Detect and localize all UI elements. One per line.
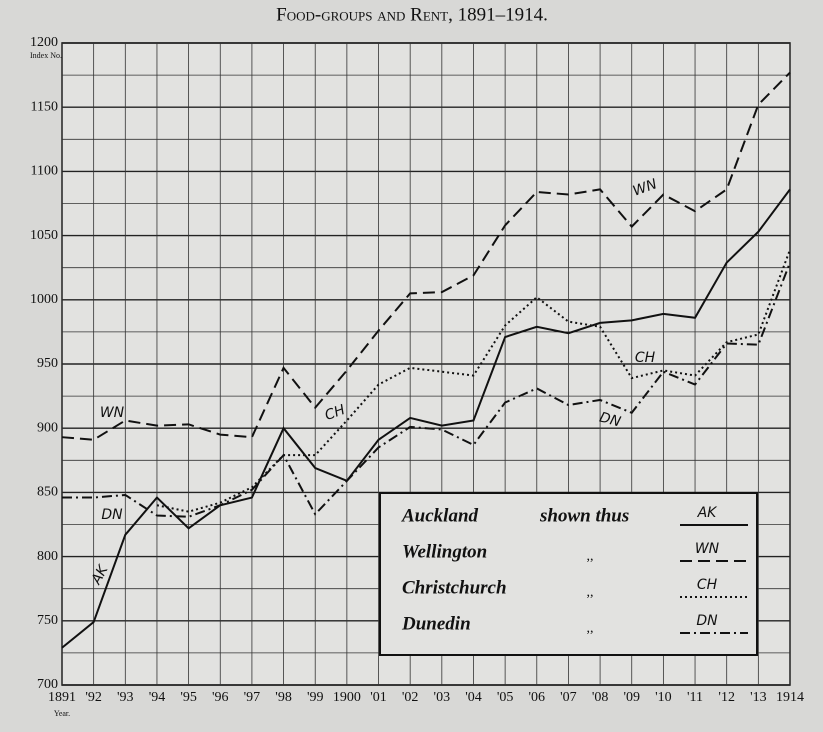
legend-label: Wellington [402, 541, 487, 562]
x-tick-label: '03 [434, 690, 451, 705]
series-line [62, 262, 791, 518]
y-tick-label: 1000 [30, 292, 58, 307]
x-tick-label: '93 [117, 690, 134, 705]
series-line [156, 249, 791, 513]
x-tick-label: '13 [750, 690, 767, 705]
x-tick-label: '95 [180, 690, 197, 705]
series-annotation: DN [598, 410, 623, 431]
legend-ditto: ,, [587, 621, 594, 636]
x-tick-label: '06 [529, 690, 546, 705]
y-tick-label: 950 [37, 356, 58, 371]
x-tick-label: '94 [149, 690, 166, 705]
legend-abbr: CH [697, 577, 718, 593]
x-tick-label: '12 [718, 690, 735, 705]
x-tick-label: '99 [307, 690, 324, 705]
x-tick-label: '98 [275, 690, 292, 705]
x-tick-label: '97 [244, 690, 261, 705]
x-tick-label: '02 [402, 690, 419, 705]
chart-title: Food-groups and Rent, 1891–1914. [276, 4, 548, 25]
x-tick-label: '07 [560, 690, 577, 705]
legend-abbr: WN [695, 541, 720, 557]
series-line [61, 71, 791, 441]
y-tick-label: 1200 [30, 35, 58, 50]
legend-box [379, 492, 758, 656]
x-tick-label: 1914 [776, 690, 804, 705]
y-tick-label: 1150 [31, 99, 58, 114]
legend-label: Dunedin [401, 613, 471, 634]
series-annotation: DN [101, 507, 123, 523]
legend-label: Christchurch [402, 577, 507, 598]
series-annotation: CH [323, 402, 348, 424]
y-tick-label: 750 [37, 613, 58, 628]
legend-abbr: AK [697, 505, 719, 521]
y-tick-label: 1100 [31, 164, 58, 179]
legend-label: Auckland [401, 505, 479, 526]
series-annotation: WN [100, 405, 125, 421]
y-tick-label: 900 [37, 420, 58, 435]
x-tick-label: '11 [687, 690, 703, 705]
series-annotation: CH [635, 350, 656, 366]
x-tick-label: '05 [497, 690, 514, 705]
y-tick-label: 800 [37, 549, 58, 564]
x-tick-label: 1891 [48, 690, 76, 705]
legend-ditto: ,, [587, 585, 594, 600]
legend-abbr: DN [696, 613, 718, 629]
x-tick-label: '10 [655, 690, 672, 705]
x-axis-label: Year. [54, 709, 70, 718]
y-axis-label: Index No. [30, 51, 62, 60]
x-tick-label: '09 [623, 690, 640, 705]
series-line [61, 188, 791, 649]
x-tick-label: 1900 [333, 690, 361, 705]
x-tick-label: '92 [85, 690, 102, 705]
x-tick-label: '96 [212, 690, 229, 705]
y-tick-label: 850 [37, 485, 58, 500]
x-tick-label: '04 [465, 690, 482, 705]
x-tick-label: '01 [370, 690, 387, 705]
x-tick-label: '08 [592, 690, 609, 705]
legend-ditto: ,, [587, 549, 594, 564]
legend-text: shown thus [539, 505, 629, 526]
y-tick-label: 700 [37, 677, 58, 692]
series-annotation: WN [631, 176, 660, 200]
y-tick-label: 1050 [30, 228, 58, 243]
